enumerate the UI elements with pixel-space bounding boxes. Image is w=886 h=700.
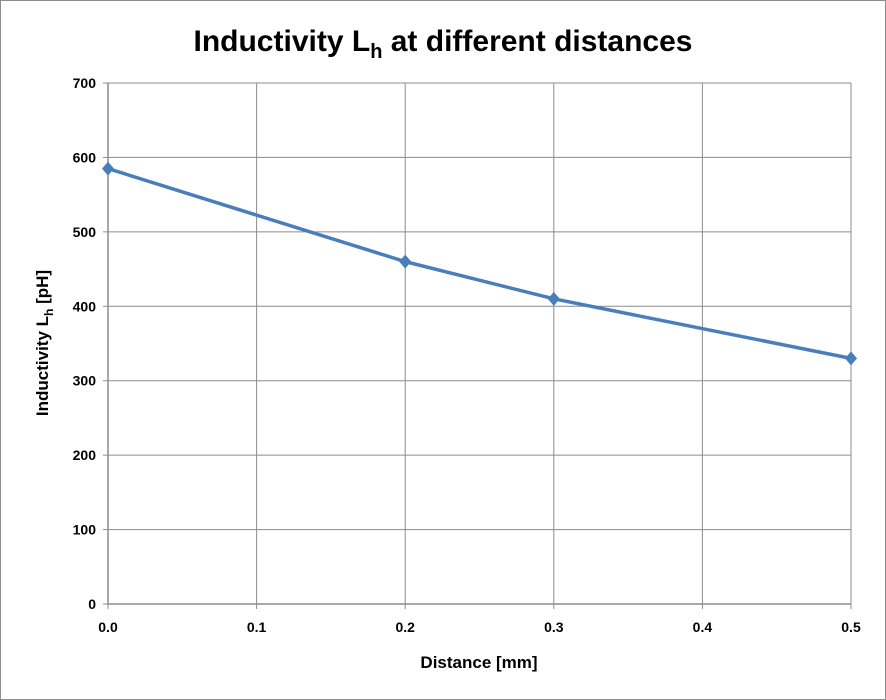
grid bbox=[108, 82, 852, 604]
x-tick-label: 0.1 bbox=[247, 619, 267, 635]
data-point-marker bbox=[102, 161, 114, 176]
x-axis-label: Distance [mm] bbox=[420, 653, 537, 672]
y-tick-label: 700 bbox=[73, 75, 97, 91]
data-point-marker bbox=[845, 351, 857, 366]
x-tick-label: 0.0 bbox=[98, 619, 118, 635]
data-point-marker bbox=[547, 291, 560, 306]
chart-title: Inductivity Lh at different distances bbox=[194, 25, 693, 63]
x-tick-label: 0.4 bbox=[693, 619, 713, 635]
x-tick-label: 0.5 bbox=[841, 619, 861, 635]
y-tick-label: 500 bbox=[73, 224, 97, 240]
series-line bbox=[107, 166, 852, 361]
series bbox=[102, 161, 857, 366]
axes bbox=[103, 82, 852, 609]
y-tick-label: 100 bbox=[73, 522, 97, 538]
y-tick-label: 400 bbox=[73, 298, 97, 314]
y-tick-label: 300 bbox=[73, 373, 97, 389]
x-tick-label: 0.2 bbox=[395, 619, 415, 635]
data-point-marker bbox=[399, 254, 412, 269]
y-tick-label: 600 bbox=[73, 149, 97, 165]
y-tick-label: 0 bbox=[88, 596, 96, 612]
y-tick-label: 200 bbox=[73, 447, 97, 463]
tick-labels: 0 100 200 300 400 500 600 700 0.0 0.1 0.2 0.3 0.4 0.5 bbox=[73, 75, 861, 635]
x-tick-label: 0.3 bbox=[544, 619, 564, 635]
y-axis-label: Inductivity Lh [pH] bbox=[33, 270, 56, 416]
